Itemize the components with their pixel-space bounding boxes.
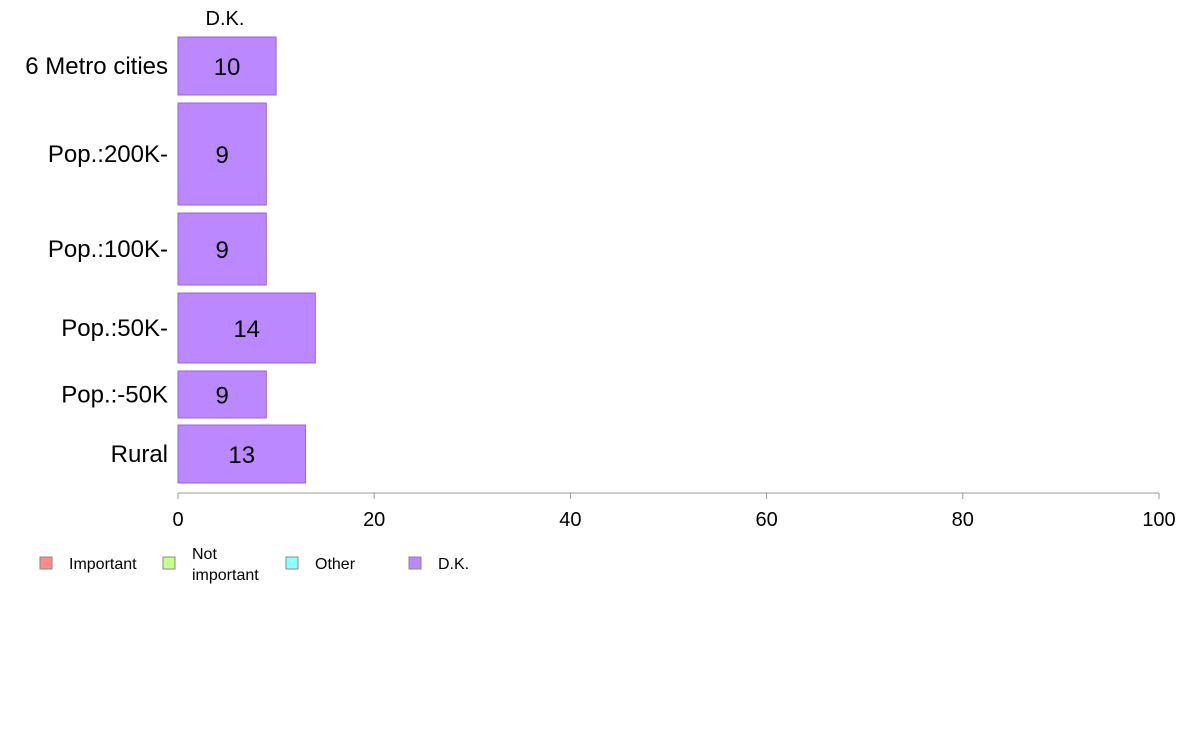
x-tick-label: 100 [1142, 509, 1175, 531]
category-label: Pop.:-50K [61, 382, 168, 409]
legend-label: Not [192, 546, 217, 563]
x-tick-label: 40 [559, 509, 581, 531]
category-label: Pop.:200K- [48, 141, 168, 168]
column-header: D.K. [206, 8, 245, 30]
data-label: 10 [214, 54, 241, 81]
legend-swatch [285, 556, 299, 570]
legend-label: Important [69, 556, 137, 573]
legend: Important Not important Other D.K. [39, 546, 469, 584]
category-label: 6 Metro cities [25, 53, 168, 80]
category-labels: D.K. 6 Metro cities Pop.:200K- Pop.:100K- Po… [25, 8, 244, 468]
data-label: 9 [215, 142, 228, 169]
bar-segment [177, 370, 267, 419]
x-tick-label: 60 [755, 509, 777, 531]
data-label: 13 [228, 442, 255, 469]
bar-segment [177, 292, 316, 364]
legend-label: important [192, 567, 259, 584]
x-tick-label: 0 [172, 509, 183, 531]
data-label: 14 [233, 316, 260, 343]
data-label: 9 [215, 383, 228, 410]
legend-label: Other [315, 556, 356, 573]
bar-segment [177, 212, 267, 286]
legend-swatch [162, 556, 176, 570]
x-tick-label: 80 [952, 509, 974, 531]
bar-segment [177, 424, 307, 484]
bars-layer: 10 9 9 14 9 13 [177, 36, 316, 484]
legend-swatch [408, 556, 422, 570]
legend-label: D.K. [438, 556, 469, 573]
legend-swatch [39, 556, 53, 570]
bar-segment [177, 102, 267, 206]
data-label: 9 [215, 237, 228, 264]
x-tick-label: 20 [363, 509, 385, 531]
x-axis: 0 20 40 60 80 100 [172, 492, 1176, 531]
category-label: Pop.:50K- [61, 315, 168, 342]
category-label: Pop.:100K- [48, 236, 168, 263]
category-label: Rural [111, 441, 168, 468]
bar-segment [177, 36, 277, 96]
